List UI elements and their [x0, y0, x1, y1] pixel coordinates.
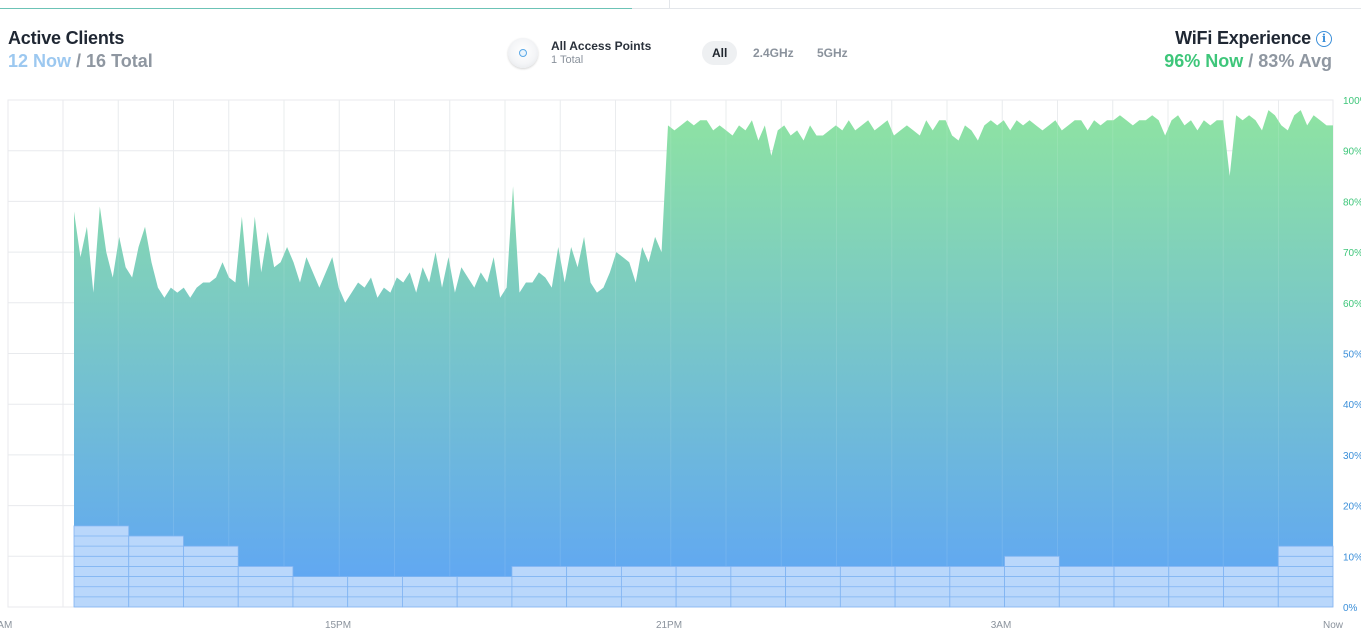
client-bar	[402, 576, 458, 608]
y-tick-label: 20%	[1343, 502, 1361, 513]
tab-2-4ghz[interactable]: 2.4GHz	[753, 46, 794, 60]
active-clients-title: Active Clients	[8, 28, 125, 48]
access-point-count: 1 Total	[551, 54, 584, 66]
y-tick-label: 90%	[1343, 147, 1361, 158]
active-clients-stats: 12 Now / 16 Total	[8, 51, 153, 72]
x-tick-label: 15PM	[325, 620, 351, 631]
access-point-led-icon	[519, 49, 527, 57]
wifi-experience-stats: 96% Now / 83% Avg	[1164, 51, 1332, 72]
clients-total-value: 16 Total	[86, 51, 153, 71]
y-tick-label: 0%	[1343, 603, 1358, 614]
client-bars	[73, 525, 1334, 608]
wifi-now-value: 96% Now	[1164, 51, 1244, 71]
chart-vertical-gridlines	[117, 100, 1279, 607]
y-tick-label: 80%	[1343, 197, 1361, 208]
wifi-experience-title: WiFi Experience	[1175, 28, 1311, 48]
x-tick-label: 3AM	[991, 620, 1012, 631]
access-point-selector[interactable]: All Access Points	[551, 39, 652, 53]
client-bar	[456, 576, 513, 608]
top-divider	[0, 8, 1361, 9]
tab-all[interactable]: All	[702, 41, 738, 65]
x-axis-labels: 9AM 15PM 21PM 3AM Now	[0, 620, 1344, 631]
x-tick-label: 9AM	[0, 620, 12, 631]
client-bar	[292, 576, 349, 608]
wifi-avg-value: 83% Avg	[1258, 51, 1332, 71]
y-tick-label: 10%	[1343, 552, 1361, 563]
y-tick-label: 30%	[1343, 451, 1361, 462]
y-tick-label: 60%	[1343, 299, 1361, 310]
y-tick-label: 40%	[1343, 400, 1361, 411]
client-bar	[347, 576, 403, 608]
client-bar	[1004, 555, 1060, 608]
x-tick-label: Now	[1323, 620, 1344, 631]
top-divider-tick	[669, 0, 670, 9]
y-tick-label: 50%	[1343, 350, 1361, 361]
experience-area	[74, 110, 1333, 607]
x-tick-label: 21PM	[656, 620, 682, 631]
access-point-icon[interactable]	[508, 38, 538, 68]
clients-separator: /	[71, 51, 87, 71]
wifi-experience-chart[interactable]: 9AM 15PM 21PM 3AM Now 0% 10% 20% 30% 40% 50% 60% 70…	[0, 88, 1361, 632]
tab-5ghz[interactable]: 5GHz	[817, 46, 848, 60]
clients-now-value: 12 Now	[8, 51, 72, 71]
top-divider-accent	[0, 8, 632, 9]
info-icon[interactable]: i	[1316, 31, 1332, 47]
y-axis-labels: 0% 10% 20% 30% 40% 50% 60% 70% 80% 90% 100%	[1343, 96, 1361, 614]
y-tick-label: 100%	[1343, 96, 1361, 107]
wifi-separator: /	[1243, 51, 1259, 71]
client-bar	[128, 535, 184, 608]
y-tick-label: 70%	[1343, 248, 1361, 259]
